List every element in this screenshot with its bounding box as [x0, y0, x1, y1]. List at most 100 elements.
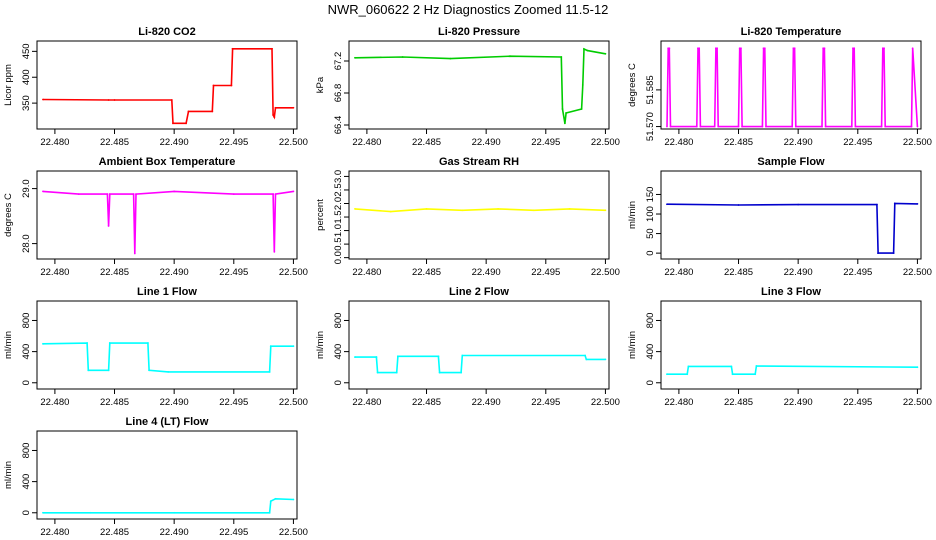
- data-point: [754, 373, 757, 376]
- x-tick-label: 22.480: [40, 397, 69, 408]
- chart-li-820-temperature: Li-820 Temperature 22.480 22.485 22.490 22.4…: [627, 26, 932, 148]
- x-tick-label: 22.485: [100, 137, 129, 148]
- x-tick-label: 22.490: [160, 397, 189, 408]
- y-tick-label: 29.0: [21, 179, 32, 198]
- data-point: [274, 497, 277, 500]
- y-tick-label: 0: [21, 510, 32, 515]
- y-axis-label: degrees C: [627, 63, 638, 107]
- series-line-li-820-pressure: [354, 47, 606, 124]
- x-tick-label: 22.500: [279, 397, 308, 408]
- x-tick-label: 22.495: [531, 397, 560, 408]
- data-point: [893, 202, 896, 205]
- y-tick-label: 67.2: [333, 52, 344, 71]
- series-line-sample-flow: [666, 202, 918, 254]
- data-point: [269, 500, 272, 502]
- data-point: [916, 202, 919, 205]
- chart-line-1-flow: Line 1 Flow 22.480 22.485 22.490 22.495 22.50…: [3, 286, 308, 408]
- panel-grid: Li-820 CO2 22.480 22.485 22.490 22.495 22.500…: [3, 26, 932, 538]
- data-point: [292, 106, 295, 109]
- y-tick-label: 800: [21, 443, 32, 459]
- chart-line-4-lt-flow: Line 4 (LT) Flow 22.480 22.485 22.490 22.495…: [3, 416, 308, 538]
- chart-title: Li-820 CO2: [138, 26, 195, 38]
- y-tick-label: 400: [645, 344, 656, 360]
- x-tick-label: 22.495: [219, 267, 248, 278]
- x-tick-label: 22.490: [784, 267, 813, 278]
- data-point: [581, 84, 584, 86]
- data-point: [86, 342, 88, 344]
- data-point: [737, 204, 740, 206]
- data-point: [668, 47, 671, 50]
- x-tick-label: 22.495: [843, 397, 872, 408]
- data-point: [42, 190, 44, 193]
- data-point: [269, 345, 272, 348]
- data-point: [916, 125, 919, 128]
- series-line-line-2-flow: [355, 354, 606, 374]
- plot-frame: [36, 170, 298, 260]
- data-point: [106, 193, 109, 196]
- data-point: [875, 203, 878, 206]
- data-point: [604, 52, 607, 55]
- data-point: [666, 373, 668, 376]
- data-point: [877, 252, 879, 255]
- chart-sample-flow: Sample Flow 22.480 22.485 22.490 22.495 22.50…: [627, 156, 932, 278]
- y-tick-label: 51.585: [645, 75, 656, 104]
- x-tick-label: 22.495: [843, 137, 872, 148]
- data-point: [585, 358, 588, 361]
- data-point: [669, 125, 672, 128]
- data-point: [77, 193, 80, 196]
- data-point: [713, 125, 716, 128]
- data-point: [449, 57, 452, 60]
- x-tick-label: 22.480: [352, 397, 381, 408]
- plot-frame: [348, 170, 610, 260]
- x-tick-label: 22.480: [40, 267, 69, 278]
- data-point: [821, 125, 823, 128]
- chart-title: Li-820 Pressure: [438, 26, 520, 38]
- data-point: [793, 47, 796, 50]
- data-point: [604, 358, 607, 361]
- data-point: [87, 369, 90, 372]
- data-point: [509, 55, 511, 58]
- y-tick-label: 28.0: [21, 234, 32, 253]
- data-point: [583, 48, 585, 50]
- data-point: [107, 369, 110, 372]
- data-point: [695, 125, 698, 128]
- x-tick-label: 22.485: [724, 397, 753, 408]
- data-point: [173, 511, 176, 514]
- data-point: [568, 208, 571, 210]
- data-point: [461, 209, 464, 212]
- data-point: [113, 99, 116, 101]
- y-tick-label: 3.0: [333, 170, 344, 183]
- y-tick-label: 450: [21, 43, 32, 59]
- x-tick-label: 22.480: [664, 137, 693, 148]
- data-point: [425, 208, 428, 210]
- y-tick-label: 400: [21, 69, 32, 85]
- data-point: [741, 125, 744, 128]
- chart-line-3-flow: Line 3 Flow 22.480 22.485 22.490 22.495 22.50…: [627, 286, 932, 408]
- data-point: [560, 56, 563, 58]
- data-point: [42, 511, 44, 514]
- y-tick-label: 350: [21, 95, 32, 111]
- y-tick-label: 100: [645, 206, 656, 222]
- chart-line-2-flow: Line 2 Flow 22.480 22.485 22.490 22.495 22.50…: [315, 286, 620, 408]
- data-point: [89, 511, 92, 514]
- data-point: [268, 511, 271, 514]
- chart-title: Line 2 Flow: [449, 286, 509, 298]
- page-title: NWR_060622 2 Hz Diagnostics Zoomed 11.5-…: [328, 2, 609, 17]
- x-tick-label: 22.485: [412, 267, 441, 278]
- data-point: [396, 355, 399, 358]
- y-tick-label: 1.5: [333, 210, 344, 223]
- x-tick-label: 22.485: [724, 137, 753, 148]
- data-point: [133, 252, 136, 255]
- x-tick-label: 22.495: [843, 267, 872, 278]
- y-tick-label: 51.570: [645, 112, 656, 141]
- x-tick-label: 22.495: [219, 397, 248, 408]
- x-tick-label: 22.500: [279, 527, 308, 538]
- data-point: [107, 225, 110, 227]
- data-point: [755, 365, 758, 367]
- x-tick-label: 22.490: [472, 397, 501, 408]
- data-point: [437, 355, 440, 358]
- data-point: [135, 193, 137, 196]
- x-tick-label: 22.480: [352, 267, 381, 278]
- x-tick-label: 22.495: [531, 267, 560, 278]
